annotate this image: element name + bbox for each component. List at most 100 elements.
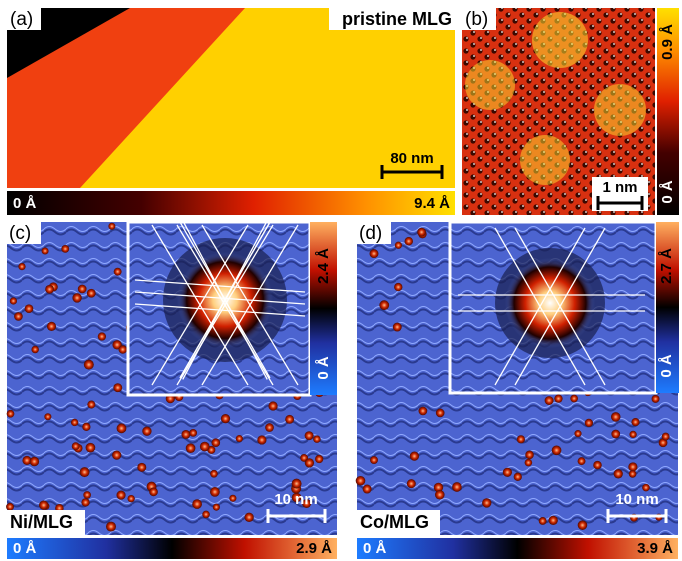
adatom-dot xyxy=(574,430,582,438)
adatom-dot xyxy=(285,414,295,424)
adatom-dot xyxy=(18,262,26,271)
adatom-dot xyxy=(108,222,116,230)
adatom-dot xyxy=(97,332,107,341)
adatom-dot xyxy=(355,475,366,486)
adatom-dot xyxy=(315,454,324,464)
adatom-dot xyxy=(22,455,32,465)
adatom-dot xyxy=(554,394,563,403)
label-bg xyxy=(357,222,391,244)
adatom-dot xyxy=(516,435,525,444)
adatom-dot xyxy=(45,284,54,294)
adatom-dot xyxy=(212,503,220,511)
adatom-dot xyxy=(313,435,321,443)
scale-label: 80 nm xyxy=(390,150,433,167)
symmetry-line xyxy=(494,227,586,386)
adatom-dot xyxy=(593,460,602,470)
adatom-dot xyxy=(291,492,302,503)
adatom-dot xyxy=(112,450,122,460)
adatom-dot xyxy=(149,487,158,497)
colorbar-min: 0 Å xyxy=(13,195,37,212)
adatom-dot xyxy=(406,479,416,489)
panel-title: Co/MLG xyxy=(360,512,429,532)
adatom-dot xyxy=(72,293,82,303)
adatom-dot xyxy=(202,510,210,519)
colorbar xyxy=(7,538,337,559)
scale-label: 10 nm xyxy=(274,491,317,508)
adatom-dot xyxy=(79,467,90,478)
adatom-dot xyxy=(210,487,220,497)
adatom-dot xyxy=(14,312,23,321)
adatom-dot xyxy=(417,227,426,237)
adatom-dot xyxy=(394,282,403,292)
adatom-dot xyxy=(502,467,512,477)
adatom-dot xyxy=(220,414,231,424)
adatom-dot xyxy=(106,521,116,532)
adatom-dot xyxy=(244,512,254,522)
adatom-dot xyxy=(452,482,462,492)
adatom-dot xyxy=(584,418,594,428)
adatom-dot xyxy=(137,462,147,472)
adatom-dot xyxy=(369,249,379,259)
adatom-dot xyxy=(577,457,586,466)
adatom xyxy=(505,258,595,348)
adatom-dot xyxy=(482,498,492,508)
adatom-dot xyxy=(46,321,57,331)
panel-label: (b) xyxy=(465,9,488,30)
adatom-dot xyxy=(6,409,15,418)
adatom-dot xyxy=(86,288,96,298)
adatom-dot xyxy=(41,247,49,255)
symmetry-line xyxy=(514,227,606,386)
label-bg xyxy=(7,8,41,30)
adatom-dot xyxy=(629,430,637,439)
adatom-dot xyxy=(6,502,14,511)
adatom-dot xyxy=(39,500,49,510)
adatom-dot xyxy=(199,441,210,452)
adatom-dot xyxy=(631,418,640,427)
colorbar xyxy=(7,191,455,215)
inset-colorbar xyxy=(656,222,679,393)
inset-colorbar-min: 0 Å xyxy=(658,354,675,378)
adatom-dot xyxy=(370,456,378,465)
inset-colorbar-max: 2.7 Å xyxy=(658,248,675,284)
adatom-dot xyxy=(379,300,390,311)
adatom-dot xyxy=(211,438,221,448)
adatom-dot xyxy=(551,445,562,456)
adatom-dot xyxy=(85,442,96,453)
colorbar-min: 0 Å xyxy=(13,540,37,557)
bright-region xyxy=(520,135,570,185)
adatom-dot xyxy=(70,418,79,427)
adatom-dot xyxy=(434,489,445,500)
adatom-dot xyxy=(77,284,87,294)
colorbar-max: 2.9 Å xyxy=(296,540,332,557)
colorbar-max: 9.4 Å xyxy=(414,195,450,212)
adatom-dot xyxy=(83,491,91,499)
adatom-dot xyxy=(24,304,34,314)
inset-colorbar-max: 2.4 Å xyxy=(315,248,332,284)
adatom-dot xyxy=(118,345,128,354)
adatom-dot xyxy=(577,520,588,530)
adatom-dot xyxy=(83,359,94,370)
colorbar xyxy=(657,8,679,215)
adatom-dot xyxy=(181,430,191,439)
adatom-dot xyxy=(81,498,90,507)
panel-label: (a) xyxy=(10,9,33,30)
adatom-dot xyxy=(538,517,547,525)
colorbar-min: 0 Å xyxy=(363,540,387,557)
adatom-dot xyxy=(651,394,660,403)
adatom-dot xyxy=(392,322,402,332)
adatom-dot xyxy=(142,426,152,436)
adatom-dot xyxy=(291,478,302,489)
symmetry-line xyxy=(134,303,306,317)
scale-bg xyxy=(592,177,648,211)
adatom-dot xyxy=(185,443,196,453)
adatom-dot xyxy=(610,412,621,422)
adatom-dot xyxy=(31,345,39,354)
adatom-dot xyxy=(628,462,638,472)
symmetry-line xyxy=(134,291,306,305)
adatom-dot xyxy=(265,423,274,432)
bright-region xyxy=(594,84,646,136)
adatom-dot xyxy=(113,383,123,393)
symmetry-line xyxy=(134,279,306,293)
adatom-dot xyxy=(513,472,522,481)
title-bg xyxy=(357,510,440,536)
